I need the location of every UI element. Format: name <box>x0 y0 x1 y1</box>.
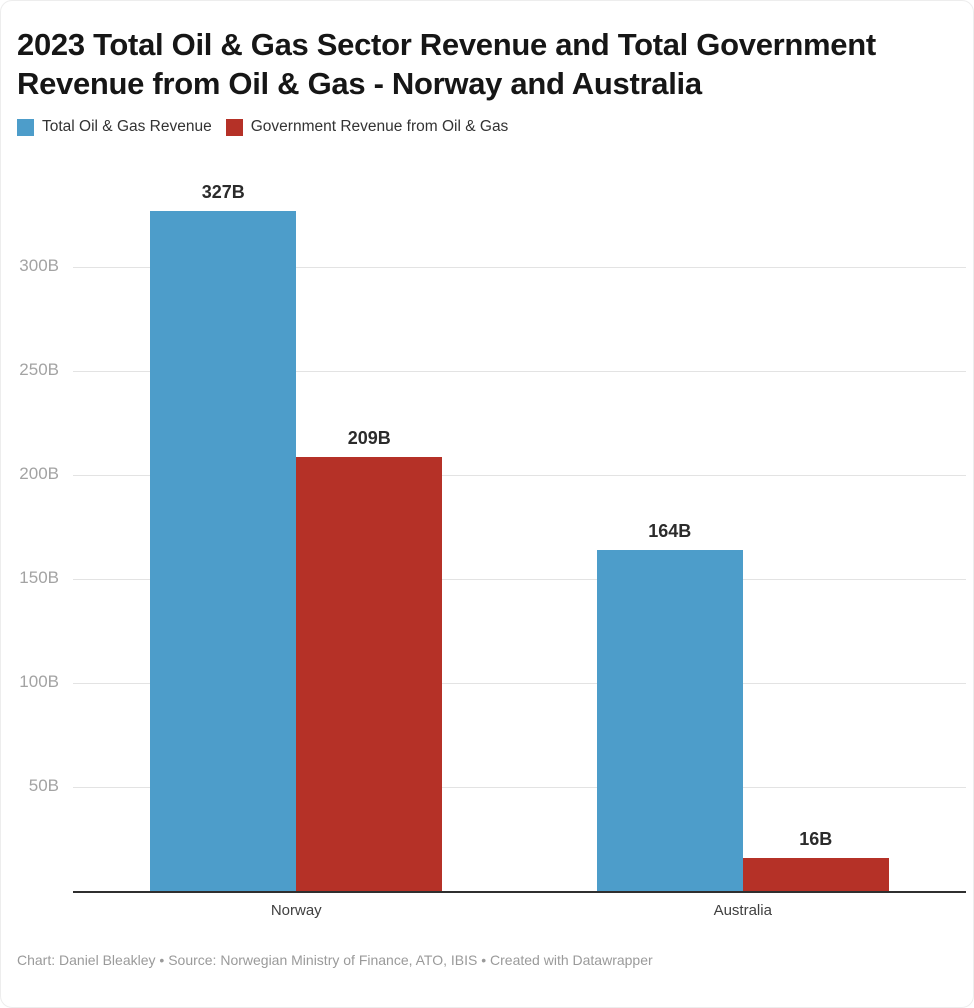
y-tick-label: 50B <box>28 776 59 796</box>
y-tick-label: 150B <box>19 568 59 588</box>
plot-area: 327B 209B 164B 16B <box>73 176 966 893</box>
gridline <box>73 682 966 684</box>
gridline <box>73 266 966 268</box>
legend-item-government-revenue: Government Revenue from Oil & Gas <box>225 118 509 136</box>
legend-item-total-oil-gas-revenue: Total Oil & Gas Revenue <box>17 118 212 136</box>
y-tick-label: 250B <box>19 360 59 380</box>
bar-value-label: 209B <box>347 427 391 448</box>
bar-australia-series-1 <box>742 857 889 891</box>
legend-label-total-oil-gas-revenue: Total Oil & Gas Revenue <box>42 118 212 135</box>
bar-norway-series-0 <box>150 211 297 891</box>
category-label-australia: Australia <box>713 902 772 919</box>
legend-swatch-red-icon <box>225 118 243 136</box>
y-tick-label: 100B <box>19 672 59 692</box>
gridline <box>73 786 966 788</box>
attribution-footer: Chart: Daniel Bleakley • Source: Norwegi… <box>17 952 653 968</box>
legend-label-government-revenue: Government Revenue from Oil & Gas <box>250 118 509 135</box>
y-tick-label: 300B <box>19 256 59 276</box>
bar-australia-series-0 <box>596 550 743 891</box>
gridline <box>73 578 966 580</box>
legend: Total Oil & Gas Revenue Government Reven… <box>17 118 957 136</box>
bar-norway-series-1 <box>296 456 443 891</box>
y-tick-label: 200B <box>19 464 59 484</box>
legend-swatch-blue-icon <box>17 118 34 136</box>
bar-value-label: 327B <box>201 182 245 203</box>
bar-value-label: 16B <box>799 828 833 849</box>
bar-value-label: 164B <box>648 521 692 542</box>
gridline <box>73 474 966 476</box>
category-label-norway: Norway <box>270 902 322 919</box>
chart-title: 2023 Total Oil & Gas Sector Revenue and … <box>17 27 876 101</box>
gridline <box>73 370 966 372</box>
